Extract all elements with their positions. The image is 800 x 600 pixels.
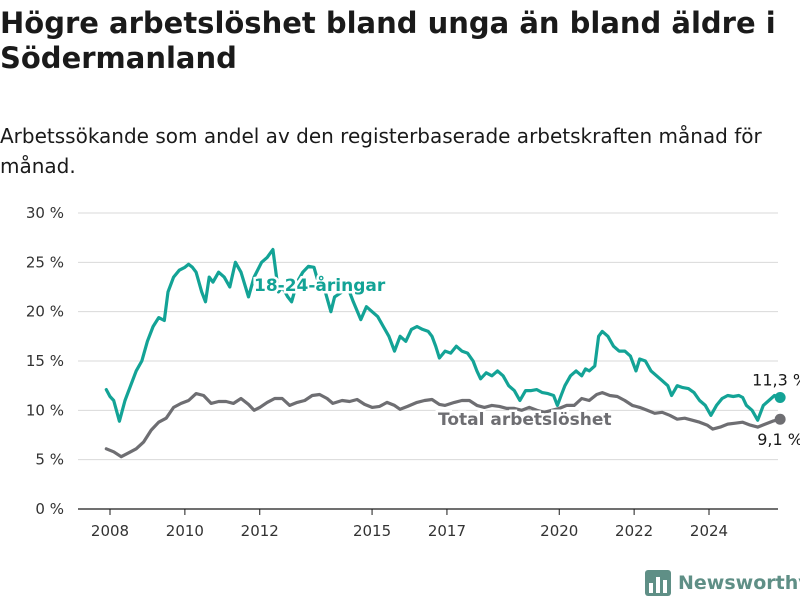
x-axis: 2008 2010 2012 2015 2017 2020 2022 2024 <box>91 509 728 540</box>
end-label-youth: 11,3 % <box>752 371 800 390</box>
x-tick-label: 2012 <box>241 522 279 540</box>
end-point-youth <box>774 392 786 404</box>
series-labels: 18-24-åringar 11,3 % Total arbetslöshet 9,1… <box>252 272 800 450</box>
end-label-total: 9,1 % <box>757 430 800 449</box>
x-tick-label: 2024 <box>690 522 728 540</box>
y-axis-tick-labels: 0 % 5 % 10 % 15 % 20 % 25 % 30 % <box>26 204 64 518</box>
grid-lines <box>78 212 778 510</box>
series-line-youth <box>104 247 782 423</box>
series-label-total: Total arbetslöshet <box>438 410 612 430</box>
x-tick-label: 2017 <box>428 522 466 540</box>
y-tick-label: 20 % <box>26 303 64 321</box>
y-tick-label: 30 % <box>26 204 64 222</box>
y-tick-label: 0 % <box>35 500 64 518</box>
x-tick-label: 2010 <box>166 522 204 540</box>
bar-chart-logo-icon <box>645 570 671 596</box>
series-label-youth: 18-24-åringar <box>254 274 386 296</box>
x-tick-label: 2020 <box>540 522 578 540</box>
x-tick-label: 2008 <box>91 522 129 540</box>
x-tick-label: 2015 <box>353 522 391 540</box>
logo-text: Newsworthy <box>678 572 800 594</box>
y-tick-label: 5 % <box>35 451 64 469</box>
x-tick-label: 2022 <box>615 522 653 540</box>
chart-subtitle: Arbetssökande som andel av den registerb… <box>0 124 762 178</box>
chart-title: Högre arbetslöshet bland unga än bland ä… <box>0 6 776 75</box>
end-point-total <box>774 413 786 425</box>
y-tick-label: 10 % <box>26 401 64 419</box>
newsworthy-logo[interactable]: Newsworthy <box>645 569 800 597</box>
series-line-total <box>104 391 782 459</box>
series-lines <box>104 247 786 459</box>
y-tick-label: 25 % <box>26 253 64 271</box>
y-tick-label: 15 % <box>26 352 64 370</box>
